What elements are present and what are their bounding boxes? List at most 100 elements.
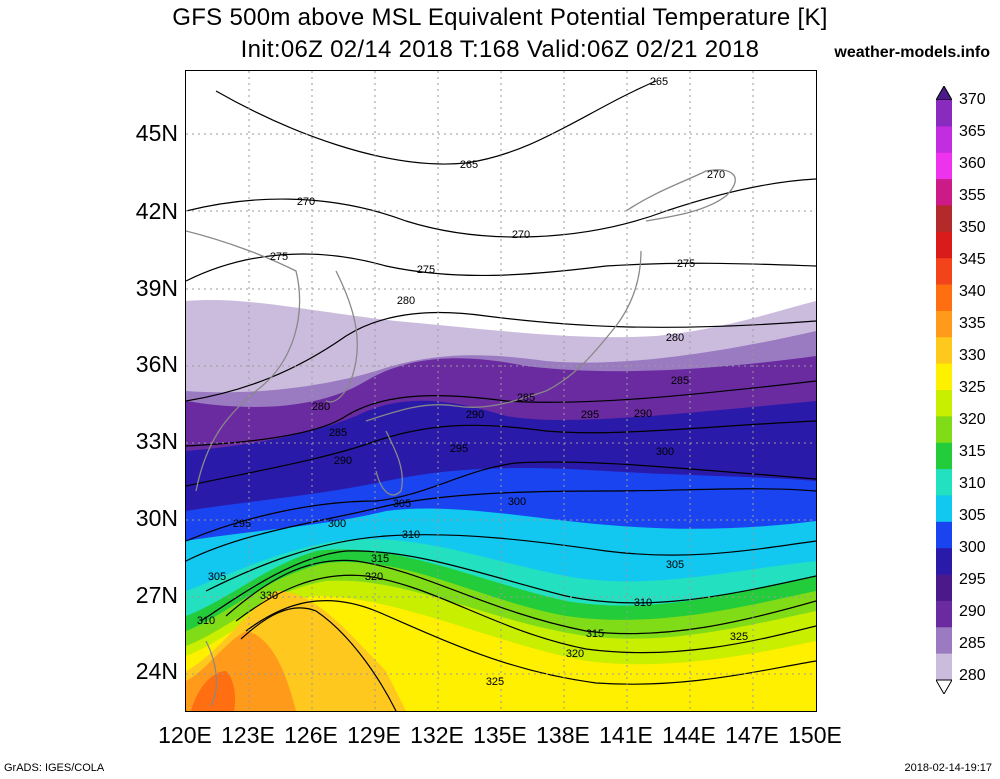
lon-tick-144e: 144E xyxy=(662,722,716,748)
contour-label: 300 xyxy=(656,446,674,458)
contour-label: 315 xyxy=(371,553,389,565)
contour-305 xyxy=(205,534,816,592)
colorbar-segment xyxy=(936,205,952,233)
contour-label: 280 xyxy=(397,295,415,307)
brand-label: weather-models.info xyxy=(834,44,990,61)
contour-275 xyxy=(186,253,816,282)
lon-tick-126e: 126E xyxy=(284,722,338,748)
contour-285 xyxy=(186,380,816,447)
contour-295 xyxy=(186,461,816,542)
contour-330 xyxy=(240,607,397,711)
contour-315 xyxy=(225,559,816,635)
lat-tick-36n: 36N xyxy=(135,351,178,377)
colorbar-label-305: 305 xyxy=(959,507,986,524)
colorbar-label-300: 300 xyxy=(959,539,986,556)
lat-tick-30n: 30N xyxy=(135,505,178,531)
colorbar-label-345: 345 xyxy=(959,251,986,268)
contour-label: 315 xyxy=(586,628,604,640)
colorbar-svg xyxy=(935,84,953,696)
contour-300 xyxy=(186,488,816,562)
coastline-kyushu xyxy=(375,430,403,496)
contour-label: 290 xyxy=(634,408,652,420)
coastline-taiwan xyxy=(205,640,218,707)
map-svg: 265 265 270 270 270 275 275 275 280 280 … xyxy=(186,71,816,711)
contour-label: 265 xyxy=(460,159,478,171)
colorbar-segment xyxy=(936,390,952,417)
lat-tick-39n: 39N xyxy=(135,275,178,301)
colorbar-label-370: 370 xyxy=(959,91,986,108)
contour-label: 270 xyxy=(297,196,315,208)
colorbar-label-330: 330 xyxy=(959,347,986,364)
coastline-group xyxy=(186,169,736,707)
contour-label: 310 xyxy=(402,529,420,541)
band-345 xyxy=(191,671,236,711)
contour-label: 275 xyxy=(417,264,435,276)
contour-label: 300 xyxy=(508,496,526,508)
colorbar-segment xyxy=(936,469,952,496)
contour-label: 290 xyxy=(334,455,352,467)
colorbar-label-325: 325 xyxy=(959,379,986,396)
contour-290 xyxy=(186,420,816,487)
colorbar-label-360: 360 xyxy=(959,155,986,172)
contour-280 xyxy=(186,311,816,402)
lon-tick-132e: 132E xyxy=(410,722,464,748)
contour-label: 280 xyxy=(666,332,684,344)
lat-tick-45n: 45N xyxy=(135,120,178,146)
lat-tick-42n: 42N xyxy=(135,198,178,224)
contour-label-group: 265 265 270 270 270 275 275 275 280 280 … xyxy=(197,76,748,688)
graticule xyxy=(186,71,816,711)
contour-label: 305 xyxy=(208,571,226,583)
colorbar-segment xyxy=(936,442,952,470)
contour-label: 320 xyxy=(365,571,383,583)
lat-tick-33n: 33N xyxy=(135,428,178,454)
colorbar-label-280: 280 xyxy=(959,667,986,684)
colorbar-label-320: 320 xyxy=(959,411,986,428)
contour-label: 275 xyxy=(677,258,695,270)
contour-label: 265 xyxy=(650,76,668,88)
lon-tick-138e: 138E xyxy=(536,722,590,748)
lon-tick-135e: 135E xyxy=(473,722,527,748)
map-panel: 265 265 270 270 270 275 275 275 280 280 … xyxy=(185,70,817,712)
contour-label: 305 xyxy=(666,559,684,571)
contour-label: 295 xyxy=(581,409,599,421)
colorbar-label-365: 365 xyxy=(959,123,986,140)
colorbar-segment xyxy=(936,258,952,286)
contour-label: 300 xyxy=(328,518,346,530)
colorbar-label-335: 335 xyxy=(959,315,986,332)
colorbar-segment xyxy=(936,653,952,681)
colorbar-blocks xyxy=(936,100,952,681)
colorbar-segment xyxy=(936,574,952,602)
contour-label: 295 xyxy=(233,518,251,530)
colorbar-segment xyxy=(936,495,952,523)
colorbar-segment xyxy=(936,231,952,259)
colorbar-top-arrow xyxy=(935,84,953,101)
contour-label: 295 xyxy=(450,443,468,455)
contour-325 xyxy=(245,600,816,685)
colorbar-segment xyxy=(936,310,952,338)
colorbar-label-350: 350 xyxy=(959,219,986,236)
contour-label: 305 xyxy=(393,498,411,510)
colorbar-label-310: 310 xyxy=(959,475,986,492)
coastline-korea xyxy=(325,270,358,403)
colorbar-segment xyxy=(936,521,952,549)
colorbar xyxy=(935,84,953,696)
contour-lines xyxy=(186,80,816,711)
colorbar-label-355: 355 xyxy=(959,187,986,204)
contour-label: 285 xyxy=(329,427,347,439)
contour-label: 275 xyxy=(270,251,288,263)
lon-tick-123e: 123E xyxy=(221,722,275,748)
footer-timestamp: 2018-02-14-19:17 xyxy=(904,762,992,774)
lon-tick-147e: 147E xyxy=(725,722,779,748)
contour-label: 290 xyxy=(466,409,484,421)
contour-label: 325 xyxy=(486,676,504,688)
colorbar-segment xyxy=(936,179,952,206)
colorbar-segment xyxy=(936,126,952,154)
contour-label: 285 xyxy=(671,375,689,387)
colorbar-segment xyxy=(936,152,952,180)
lon-tick-141e: 141E xyxy=(599,722,653,748)
colorbar-segment xyxy=(936,337,952,365)
footer-credit: GrADS: IGES/COLA xyxy=(4,762,105,774)
contour-label: 285 xyxy=(517,392,535,404)
colorbar-segment xyxy=(936,600,952,628)
contour-label: 325 xyxy=(730,631,748,643)
